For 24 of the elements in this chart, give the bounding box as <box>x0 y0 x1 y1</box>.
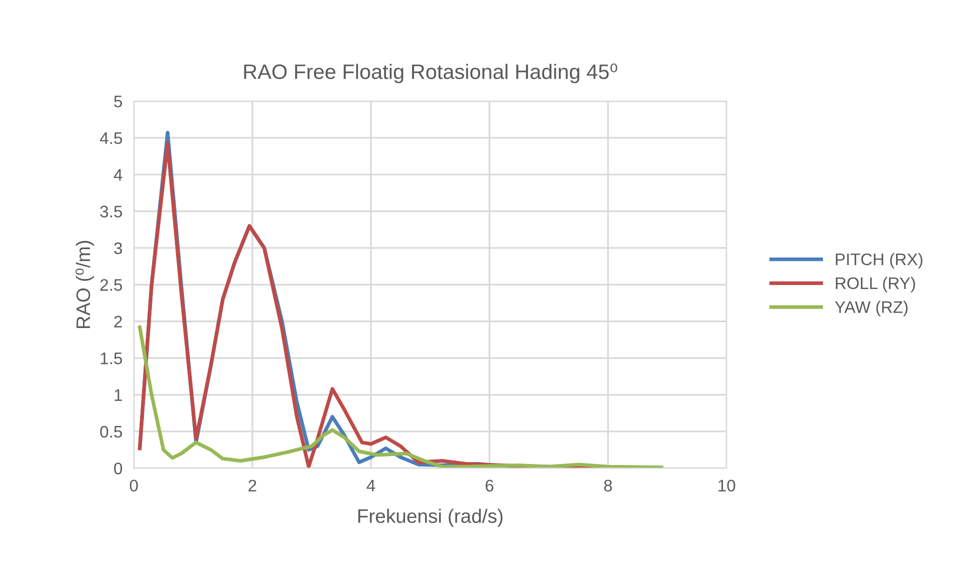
y-tick-label: 4 <box>114 169 122 181</box>
x-axis-title: Frekuensi (rad/s) <box>358 508 502 527</box>
y-tick-label: 1 <box>114 389 122 401</box>
x-tick-label: 8 <box>604 480 612 492</box>
y-tick-label: 3.5 <box>100 206 122 218</box>
legend-label: PITCH (RX) <box>836 253 922 269</box>
y-tick-label: 2.5 <box>100 279 122 291</box>
x-tick-label: 6 <box>486 480 494 492</box>
y-tick-label: 4.5 <box>100 132 122 144</box>
x-tick-label: 4 <box>366 480 376 492</box>
y-tick-label: 0 <box>114 462 122 474</box>
legend-label: ROLL (RY) <box>836 276 915 292</box>
y-tick-label: 3 <box>114 242 122 254</box>
x-tick-label: 2 <box>248 480 256 492</box>
y-tick-label: 5 <box>114 96 122 108</box>
y-tick-label: 1.5 <box>100 352 122 364</box>
chart-title: RAO Free Floatig Rotasional Hading 45⁰ <box>244 63 618 84</box>
line-series <box>138 325 664 468</box>
legend-label: YAW (RZ) <box>834 300 908 316</box>
y-tick-label: 2 <box>114 316 122 328</box>
x-tick-label: 0 <box>130 480 138 492</box>
x-tick-label: 10 <box>718 480 736 492</box>
y-tick-label: 0.5 <box>100 426 122 438</box>
y-axis-title: RAO (⁰/m) <box>76 240 94 328</box>
